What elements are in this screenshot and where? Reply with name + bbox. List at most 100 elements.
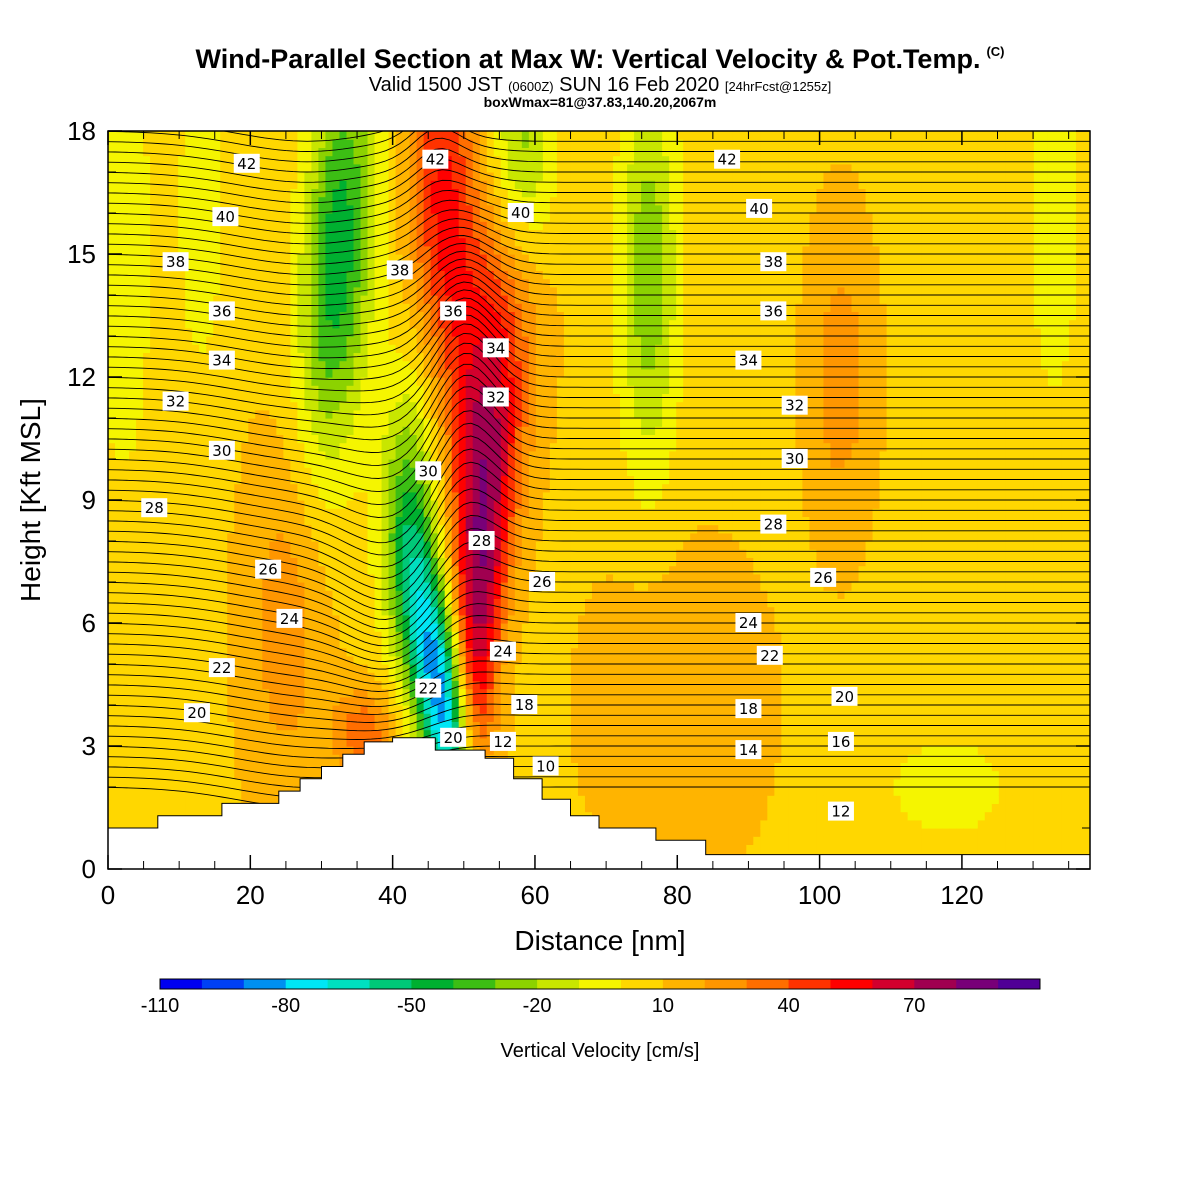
field-cell: [129, 655, 137, 665]
field-cell: [458, 508, 467, 517]
field-cell: [157, 450, 165, 460]
field-cell: [115, 262, 123, 271]
field-cell: [227, 409, 235, 419]
field-cell: [360, 516, 369, 526]
field-cell: [178, 368, 186, 378]
field-cell: [283, 254, 291, 263]
field-cell: [283, 713, 291, 722]
field-cell: [248, 393, 256, 403]
field-cell: [318, 172, 327, 181]
field-cell: [437, 278, 446, 288]
field-cell: [472, 450, 481, 460]
field-cell: [339, 647, 348, 657]
field-cell: [143, 516, 151, 526]
field-cell: [360, 401, 369, 411]
field-cell: [234, 483, 242, 493]
field-cell: [136, 573, 144, 583]
field-cell: [150, 762, 158, 772]
field-cell: [402, 221, 411, 230]
field-cell: [108, 664, 116, 673]
field-cell: [416, 442, 425, 452]
field-cell: [213, 565, 221, 575]
field-cell: [122, 409, 130, 419]
field-cell: [297, 647, 305, 657]
field-cell: [192, 803, 200, 813]
field-cell: [276, 639, 284, 649]
field-cell: [290, 598, 298, 608]
field-cell: [437, 442, 446, 452]
field-cell: [241, 327, 249, 337]
field-cell: [409, 286, 418, 296]
field-cell: [255, 598, 263, 608]
field-cell: [423, 204, 432, 214]
field-cell: [248, 582, 256, 591]
field-cell: [241, 614, 249, 624]
field-cell: [374, 516, 383, 526]
field-cell: [339, 434, 348, 444]
field-cell: [451, 524, 460, 534]
field-cell: [465, 401, 474, 411]
field-cell: [108, 327, 116, 337]
field-cell: [185, 746, 193, 755]
field-cell: [227, 737, 235, 747]
field-cell: [283, 532, 291, 542]
field-cell: [185, 655, 193, 665]
field-cell: [325, 655, 334, 665]
field-cell: [388, 368, 397, 378]
field-cell: [269, 254, 277, 263]
field-cell: [297, 401, 305, 411]
field-cell: [108, 746, 116, 755]
field-cell: [150, 409, 158, 419]
field-cell: [241, 762, 249, 772]
field-cell: [402, 237, 411, 247]
field-cell: [171, 664, 179, 673]
field-cell: [290, 590, 298, 599]
field-cell: [402, 131, 411, 140]
field-cell: [136, 270, 144, 280]
field-cell: [423, 262, 432, 271]
field-cell: [402, 204, 411, 214]
field-cell: [129, 516, 137, 526]
field-cell: [115, 295, 123, 304]
field-cell: [360, 655, 369, 665]
field-cell: [276, 647, 284, 657]
field-cell: [395, 696, 404, 706]
field-cell: [157, 491, 165, 501]
field-cell: [283, 491, 291, 501]
field-cell: [437, 582, 446, 591]
field-cell: [164, 762, 172, 772]
field-cell: [458, 368, 467, 378]
field-cell: [311, 204, 320, 214]
field-cell: [143, 147, 151, 157]
field-cell: [360, 672, 369, 681]
field-cell: [108, 286, 116, 296]
field-cell: [367, 409, 376, 419]
field-cell: [108, 278, 116, 288]
field-cell: [311, 139, 320, 148]
field-cell: [248, 180, 256, 189]
field-cell: [283, 729, 291, 739]
field-cell: [332, 172, 341, 181]
field-cell: [353, 467, 362, 476]
field-cell: [451, 393, 460, 403]
field-cell: [290, 278, 298, 288]
field-cell: [423, 393, 432, 403]
field-cell: [409, 475, 418, 485]
field-cell: [409, 549, 418, 558]
field-cell: [465, 565, 474, 575]
field-cell: [430, 303, 439, 312]
field-cell: [395, 131, 404, 140]
field-cell: [283, 409, 291, 419]
field-cell: [395, 188, 404, 198]
field-cell: [395, 680, 404, 690]
field-cell: [437, 680, 446, 690]
field-cell: [129, 303, 137, 312]
field-cell: [241, 385, 249, 394]
field-cell: [234, 393, 242, 403]
field-cell: [150, 623, 158, 632]
field-cell: [465, 639, 474, 649]
field-cell: [374, 565, 383, 575]
field-cell: [262, 729, 270, 739]
field-cell: [388, 450, 397, 460]
field-cell: [297, 475, 305, 485]
